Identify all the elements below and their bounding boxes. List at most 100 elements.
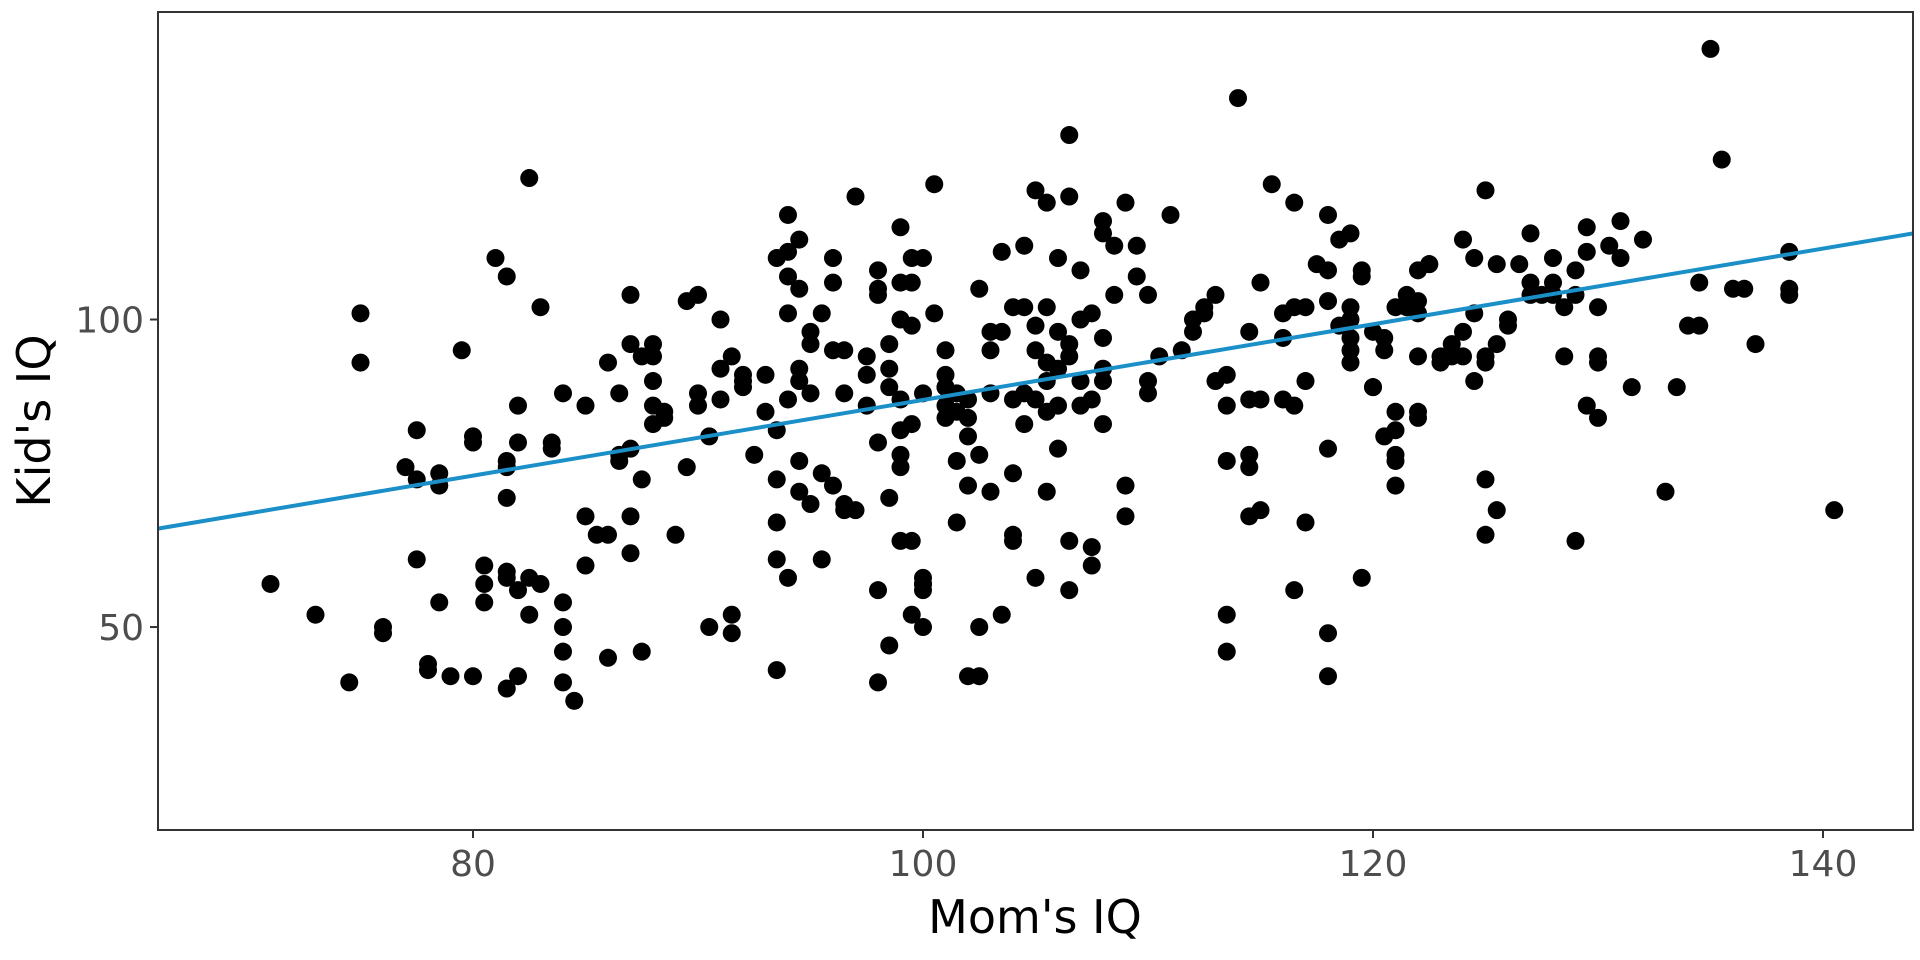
data-point <box>1139 384 1157 403</box>
data-point <box>846 187 865 206</box>
data-point <box>374 624 392 643</box>
data-point <box>812 550 831 569</box>
data-point <box>824 273 842 292</box>
data-point <box>610 384 629 403</box>
data-point <box>891 218 910 237</box>
data-point <box>396 458 415 477</box>
data-point <box>722 347 741 366</box>
data-point <box>891 458 910 477</box>
data-point <box>902 273 921 292</box>
data-point <box>1049 359 1067 378</box>
data-point <box>1566 261 1585 280</box>
data-point <box>1465 372 1484 391</box>
data-point <box>947 451 966 470</box>
data-point <box>1139 372 1157 391</box>
data-point <box>1622 378 1641 397</box>
data-point <box>1082 390 1101 409</box>
data-point <box>1319 439 1337 458</box>
data-point <box>1611 249 1630 268</box>
data-point <box>1544 273 1562 292</box>
x-tick-label: 100 <box>889 844 958 885</box>
data-point <box>1690 273 1709 292</box>
data-point <box>621 285 640 304</box>
data-point <box>734 378 752 397</box>
data-point <box>857 365 876 384</box>
data-point <box>779 304 797 323</box>
data-point <box>407 421 426 440</box>
x-tick-label: 140 <box>1789 844 1858 885</box>
data-point <box>1296 298 1315 317</box>
data-point <box>1094 328 1112 347</box>
data-point <box>779 267 797 286</box>
data-point <box>1409 292 1427 311</box>
data-point <box>632 470 651 489</box>
data-point <box>351 353 370 372</box>
x-tick-label: 120 <box>1339 844 1408 885</box>
data-point <box>891 445 910 464</box>
data-point <box>509 667 527 686</box>
data-point <box>1296 513 1315 532</box>
data-point <box>1341 310 1360 329</box>
data-point <box>981 482 1000 501</box>
data-point <box>576 556 595 575</box>
data-point <box>1544 249 1562 268</box>
data-point <box>1127 236 1146 255</box>
data-point <box>824 476 842 495</box>
data-point <box>902 531 921 550</box>
data-point <box>1105 285 1124 304</box>
data-point <box>1217 396 1236 415</box>
data-point <box>475 556 494 575</box>
data-point <box>801 335 820 354</box>
data-point <box>1454 322 1472 341</box>
data-point <box>869 285 887 304</box>
data-point <box>1026 568 1045 587</box>
data-point <box>554 618 572 637</box>
data-point <box>1015 415 1034 434</box>
data-point <box>981 341 1000 360</box>
data-point <box>1105 236 1124 255</box>
data-point <box>790 359 809 378</box>
data-point <box>497 267 516 286</box>
data-point <box>869 581 887 600</box>
data-point <box>902 415 921 434</box>
data-point <box>779 205 797 224</box>
data-point <box>554 673 572 692</box>
data-point <box>554 642 572 661</box>
data-point <box>880 359 899 378</box>
data-point <box>520 605 539 624</box>
data-point <box>812 464 831 483</box>
data-point <box>351 304 370 323</box>
data-point <box>880 488 899 507</box>
data-point <box>1060 335 1079 354</box>
data-point <box>677 458 696 477</box>
data-point <box>644 335 662 354</box>
data-point <box>1251 390 1270 409</box>
data-point <box>419 661 437 680</box>
data-point <box>1116 193 1135 212</box>
data-point <box>1060 581 1079 600</box>
x-tick-label: 80 <box>450 844 496 885</box>
data-point <box>1184 322 1202 341</box>
data-point <box>1060 126 1079 145</box>
data-point <box>902 316 921 335</box>
data-point <box>1656 482 1675 501</box>
data-point <box>880 378 899 397</box>
data-point <box>1004 464 1022 483</box>
data-point <box>756 402 775 421</box>
data-point <box>869 673 887 692</box>
data-point <box>1420 255 1439 274</box>
data-point <box>711 359 730 378</box>
data-point <box>1577 396 1596 415</box>
data-point <box>1026 181 1045 200</box>
data-point <box>970 618 989 637</box>
data-point <box>734 365 752 384</box>
data-point <box>1476 181 1495 200</box>
data-point <box>1555 347 1574 366</box>
data-point <box>621 335 640 354</box>
data-point <box>1240 322 1259 341</box>
data-point <box>542 439 561 458</box>
data-point <box>970 279 989 298</box>
data-point <box>1352 568 1371 587</box>
data-point <box>621 544 640 563</box>
